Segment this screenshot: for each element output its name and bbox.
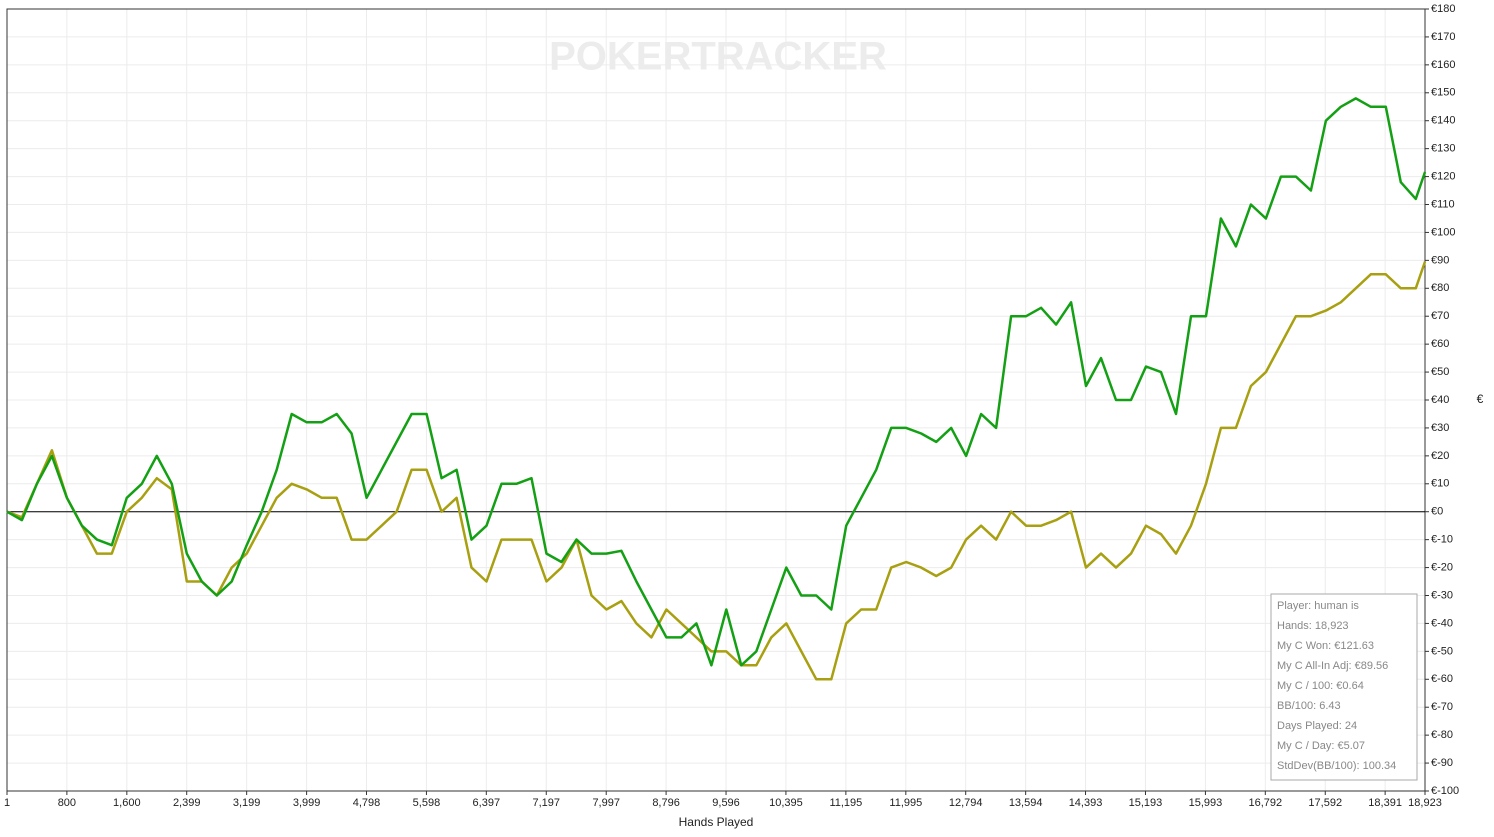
y-tick-label: €-100 <box>1431 785 1459 797</box>
y-tick-label: €180 <box>1431 3 1455 15</box>
y-tick-label: €130 <box>1431 143 1455 155</box>
x-tick-label: 11,995 <box>889 797 922 809</box>
x-tick-label: 16,792 <box>1248 797 1282 809</box>
x-tick-label: 18,391 <box>1368 797 1402 809</box>
y-tick-label: €10 <box>1431 478 1449 490</box>
x-tick-label: 11,195 <box>829 797 862 809</box>
x-tick-label: 3,999 <box>293 797 321 809</box>
y-tick-label: €-60 <box>1431 673 1453 685</box>
y-tick-label: €100 <box>1431 226 1455 238</box>
y-tick-label: €60 <box>1431 338 1449 350</box>
y-tick-label: €-30 <box>1431 589 1453 601</box>
stats-line: StdDev(BB/100): 100.34 <box>1277 760 1396 772</box>
x-tick-label: 4,798 <box>353 797 381 809</box>
x-tick-label: 1,600 <box>113 797 141 809</box>
y-axis-label: € <box>1477 392 1484 406</box>
x-tick-label: 3,199 <box>233 797 261 809</box>
y-tick-label: €-80 <box>1431 729 1453 741</box>
stats-line: My C / Day: €5.07 <box>1277 740 1365 752</box>
plot-frame <box>6 8 1426 792</box>
stats-line: Hands: 18,923 <box>1277 620 1349 632</box>
y-tick-label: €0 <box>1431 506 1443 518</box>
x-tick-label: 7,197 <box>532 797 560 809</box>
x-tick-label: 15,193 <box>1129 797 1163 809</box>
x-tick-label: 6,397 <box>473 797 501 809</box>
x-tick-label: 10,395 <box>769 797 803 809</box>
y-tick-label: €110 <box>1431 198 1455 210</box>
y-tick-label: €170 <box>1431 31 1455 43</box>
y-tick-label: €160 <box>1431 59 1455 71</box>
y-tick-label: €-10 <box>1431 534 1453 546</box>
y-tick-label: €140 <box>1431 115 1455 127</box>
stats-line: My C Won: €121.63 <box>1277 640 1374 652</box>
y-tick-label: €80 <box>1431 282 1449 294</box>
y-tick-label: €70 <box>1431 310 1449 322</box>
x-tick-label: 8,796 <box>652 797 680 809</box>
y-tick-label: €20 <box>1431 450 1449 462</box>
x-tick-label: 7,997 <box>592 797 620 809</box>
x-axis-label: Hands Played <box>679 815 754 829</box>
stats-line: My C All-In Adj: €89.56 <box>1277 660 1388 672</box>
y-tick-label: €120 <box>1431 170 1455 182</box>
y-tick-label: €50 <box>1431 366 1449 378</box>
y-tick-label: €40 <box>1431 394 1449 406</box>
series-line <box>6 97 1427 667</box>
stats-line: Days Played: 24 <box>1277 720 1357 732</box>
watermark: POKERTRACKER <box>549 35 887 79</box>
y-tick-label: €-40 <box>1431 617 1453 629</box>
y-tick-label: €-70 <box>1431 701 1453 713</box>
x-tick-label: 12,794 <box>949 797 983 809</box>
y-tick-label: €-90 <box>1431 757 1453 769</box>
y-tick-label: €30 <box>1431 422 1449 434</box>
x-tick-label: 13,594 <box>1009 797 1043 809</box>
stats-box <box>1270 593 1418 781</box>
y-tick-label: €150 <box>1431 87 1455 99</box>
x-tick-label: 15,993 <box>1189 797 1223 809</box>
stats-line: My C / 100: €0.64 <box>1277 680 1364 692</box>
y-tick-label: €90 <box>1431 254 1449 266</box>
x-tick-label: 18,923 <box>1408 797 1442 809</box>
grid <box>6 8 1426 792</box>
stats-line: Player: human is <box>1277 600 1359 612</box>
x-tick-label: 2,399 <box>173 797 201 809</box>
stats-line: BB/100: 6.43 <box>1277 700 1341 712</box>
x-tick-label: 1 <box>4 797 10 809</box>
x-tick-label: 14,393 <box>1069 797 1103 809</box>
x-tick-label: 800 <box>58 797 76 809</box>
y-tick-label: €-20 <box>1431 561 1453 573</box>
y-tick-label: €-50 <box>1431 645 1453 657</box>
series-line <box>6 261 1427 681</box>
x-tick-label: 17,592 <box>1308 797 1342 809</box>
x-tick-label: 5,598 <box>413 797 441 809</box>
x-tick-label: 9,596 <box>712 797 740 809</box>
